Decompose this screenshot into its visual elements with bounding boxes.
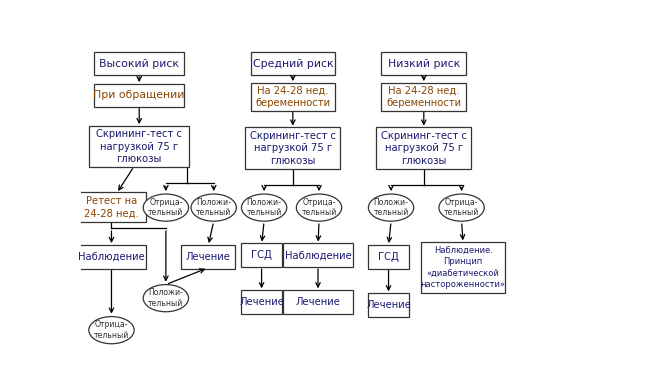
Text: Скрининг-тест с
нагрузкой 75 г
глюкозы: Скрининг-тест с нагрузкой 75 г глюкозы: [96, 129, 182, 164]
Ellipse shape: [439, 194, 484, 221]
Text: Наблюдение: Наблюдение: [285, 250, 352, 260]
Text: Лечение: Лечение: [239, 297, 284, 307]
Text: Лечение: Лечение: [366, 300, 411, 310]
Text: Отрица-
тельный: Отрица- тельный: [302, 198, 337, 217]
FancyBboxPatch shape: [89, 126, 189, 167]
Text: ГСД: ГСД: [378, 252, 399, 262]
Text: Положи-
тельный: Положи- тельный: [373, 198, 409, 217]
Ellipse shape: [191, 194, 237, 221]
FancyBboxPatch shape: [283, 243, 353, 267]
FancyBboxPatch shape: [77, 245, 146, 269]
Ellipse shape: [369, 194, 413, 221]
Text: Положи-
тельный: Положи- тельный: [148, 289, 183, 308]
FancyBboxPatch shape: [382, 83, 466, 111]
Text: Ретест на
24-28 нед.: Ретест на 24-28 нед.: [84, 196, 139, 218]
FancyBboxPatch shape: [77, 192, 146, 222]
Text: Скрининг-тест с
нагрузкой 75 г
глюкозы: Скрининг-тест с нагрузкой 75 г глюкозы: [381, 131, 467, 165]
Text: Средний риск: Средний риск: [252, 59, 333, 69]
Ellipse shape: [143, 285, 188, 312]
Text: На 24-28 нед.
беременности: На 24-28 нед. беременности: [255, 85, 330, 108]
FancyBboxPatch shape: [250, 52, 335, 75]
Text: Положи-
тельный: Положи- тельный: [246, 198, 282, 217]
Text: На 24-28 нед.
беременности: На 24-28 нед. беременности: [386, 85, 461, 108]
FancyBboxPatch shape: [181, 245, 235, 269]
Text: При обращении: При обращении: [94, 90, 185, 100]
FancyBboxPatch shape: [250, 83, 335, 111]
Text: Отрица-
тельный: Отрица- тельный: [444, 198, 479, 217]
FancyBboxPatch shape: [283, 290, 353, 314]
FancyBboxPatch shape: [94, 84, 184, 107]
FancyBboxPatch shape: [246, 127, 340, 169]
Text: Наблюдение.
Принцип
«диабетической
настороженности»: Наблюдение. Принцип «диабетической насто…: [421, 246, 506, 289]
Text: Лечение: Лечение: [186, 252, 231, 262]
Text: Наблюдение: Наблюдение: [78, 252, 145, 262]
FancyBboxPatch shape: [241, 243, 281, 267]
Text: Скрининг-тест с
нагрузкой 75 г
глюкозы: Скрининг-тест с нагрузкой 75 г глюкозы: [250, 131, 336, 165]
Ellipse shape: [241, 194, 287, 221]
Text: Отрица-
тельный: Отрица- тельный: [148, 198, 183, 217]
Ellipse shape: [89, 317, 134, 344]
Text: ГСД: ГСД: [251, 250, 272, 260]
Text: Отрица-
тельный: Отрица- тельный: [94, 321, 129, 340]
Text: Высокий риск: Высокий риск: [99, 59, 179, 69]
FancyBboxPatch shape: [369, 245, 409, 269]
Text: Лечение: Лечение: [296, 297, 341, 307]
Text: Низкий риск: Низкий риск: [387, 59, 460, 69]
FancyBboxPatch shape: [94, 52, 184, 75]
FancyBboxPatch shape: [241, 290, 281, 314]
FancyBboxPatch shape: [369, 293, 409, 317]
Ellipse shape: [296, 194, 342, 221]
FancyBboxPatch shape: [376, 127, 471, 169]
FancyBboxPatch shape: [382, 52, 466, 75]
FancyBboxPatch shape: [421, 242, 505, 293]
Text: Положи-
тельный: Положи- тельный: [196, 198, 231, 217]
Ellipse shape: [143, 194, 188, 221]
